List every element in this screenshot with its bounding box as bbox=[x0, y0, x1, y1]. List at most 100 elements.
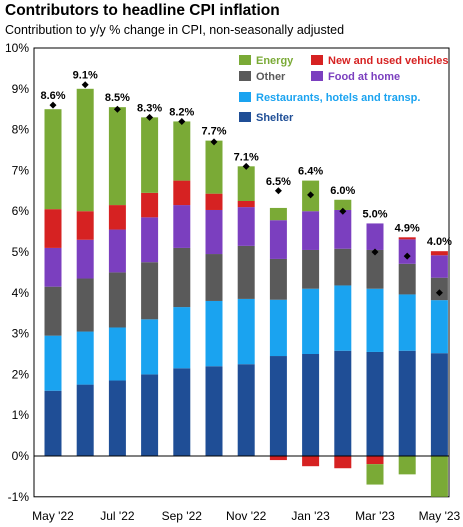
bar-segment bbox=[430, 456, 448, 497]
headline-marker bbox=[435, 289, 443, 297]
bar-segment bbox=[366, 223, 384, 250]
headline-marker bbox=[242, 162, 250, 170]
bar-segment bbox=[237, 298, 255, 365]
bar-segment bbox=[205, 140, 223, 194]
bar-segment bbox=[141, 374, 159, 456]
bar-segment bbox=[141, 262, 159, 320]
bar-value-label: 7.7% bbox=[201, 126, 226, 138]
y-tick-label: 6% bbox=[12, 204, 30, 218]
bar-segment bbox=[366, 456, 384, 465]
legend-label: Shelter bbox=[256, 112, 294, 124]
bar-segment bbox=[44, 335, 62, 391]
headline-marker bbox=[274, 187, 282, 195]
y-tick-label: 10% bbox=[5, 41, 29, 55]
bar-value-label: 6.4% bbox=[298, 166, 323, 178]
bar-segment bbox=[430, 277, 448, 301]
x-tick-label: Jul '22 bbox=[100, 509, 135, 523]
bar-segment bbox=[76, 88, 94, 212]
bar-segment bbox=[366, 288, 384, 352]
bar-segment bbox=[173, 307, 191, 369]
bar-segment bbox=[334, 456, 352, 469]
bar-segment bbox=[205, 254, 223, 301]
bar-segment bbox=[366, 249, 384, 289]
bar-segment bbox=[430, 300, 448, 354]
bar-value-label: 8.2% bbox=[169, 106, 194, 118]
y-tick-label: 0% bbox=[12, 449, 30, 463]
bar-segment bbox=[108, 205, 126, 230]
headline-marker bbox=[307, 191, 315, 199]
bar-segment bbox=[108, 327, 126, 381]
bar-segment bbox=[398, 239, 416, 264]
chart-subtitle: Contribution to y/y % change in CPI, non… bbox=[5, 23, 345, 37]
x-tick-label: Mar '23 bbox=[355, 509, 395, 523]
headline-marker bbox=[403, 252, 411, 260]
bar-segment bbox=[44, 209, 62, 248]
bar-segment bbox=[302, 288, 320, 354]
bar-value-label: 6.5% bbox=[266, 176, 291, 188]
bar-segment bbox=[76, 384, 94, 456]
bar-segment bbox=[269, 258, 287, 300]
bar-segment bbox=[302, 456, 320, 467]
x-tick-label: Jan '23 bbox=[291, 509, 330, 523]
bar-segment bbox=[237, 364, 255, 456]
bar-segment bbox=[141, 192, 159, 218]
legend-label: Restaurants, hotels and transp. bbox=[256, 92, 420, 104]
bar-segment bbox=[302, 354, 320, 456]
plot-frame bbox=[33, 47, 450, 498]
bar-segment bbox=[430, 255, 448, 278]
bar-segment bbox=[173, 180, 191, 206]
headline-marker bbox=[113, 105, 121, 113]
bar-segment bbox=[366, 464, 384, 485]
bar-segment bbox=[141, 217, 159, 263]
bar-value-label: 8.3% bbox=[137, 102, 162, 114]
y-tick-label: 2% bbox=[12, 367, 30, 381]
headline-marker bbox=[81, 81, 89, 89]
legend-swatch bbox=[239, 71, 251, 81]
bar-segment bbox=[334, 350, 352, 456]
bar-segment bbox=[334, 199, 352, 210]
bar-segment bbox=[269, 356, 287, 456]
bar-segment bbox=[76, 278, 94, 332]
bar-value-label: 4.0% bbox=[427, 236, 452, 248]
bar-segment bbox=[44, 286, 62, 336]
y-tick-label: 3% bbox=[12, 327, 30, 341]
bar-segment bbox=[141, 117, 159, 193]
legend-swatch bbox=[239, 55, 251, 65]
bar-value-label: 8.6% bbox=[40, 90, 65, 102]
bar-value-label: 7.1% bbox=[234, 151, 259, 163]
bar-value-label: 9.1% bbox=[73, 70, 98, 82]
bar-value-label: 8.5% bbox=[105, 92, 130, 104]
bar-value-label: 4.9% bbox=[395, 222, 420, 234]
y-tick-label: 1% bbox=[12, 408, 30, 422]
bar-segment bbox=[334, 209, 352, 249]
bar-segment bbox=[141, 319, 159, 375]
bar-segment bbox=[76, 211, 94, 240]
bar-segment bbox=[44, 247, 62, 287]
bar-segment bbox=[205, 193, 223, 210]
bar-segment bbox=[237, 207, 255, 246]
chart-title: Contributors to headline CPI inflation bbox=[5, 2, 280, 19]
bar-segment bbox=[44, 109, 62, 210]
legend-swatch bbox=[239, 92, 251, 102]
bar-value-label: 6.0% bbox=[330, 185, 355, 197]
headline-marker bbox=[49, 101, 57, 109]
bar-segment bbox=[108, 380, 126, 456]
legend-label: Energy bbox=[256, 55, 294, 67]
bar-segment bbox=[398, 263, 416, 295]
legend-swatch bbox=[311, 71, 323, 81]
y-tick-label: 4% bbox=[12, 286, 30, 300]
headline-marker bbox=[371, 248, 379, 256]
x-tick-label: Nov '22 bbox=[226, 509, 267, 523]
bar-segment bbox=[302, 211, 320, 250]
headline-marker bbox=[146, 113, 154, 121]
headline-marker bbox=[178, 117, 186, 125]
bar-segment bbox=[398, 350, 416, 456]
bar-segment bbox=[398, 237, 416, 240]
bar-segment bbox=[398, 294, 416, 351]
bar-segment bbox=[108, 229, 126, 273]
bar-value-label: 5.0% bbox=[362, 208, 387, 220]
bar-segment bbox=[366, 351, 384, 456]
y-tick-label: 5% bbox=[12, 245, 30, 259]
